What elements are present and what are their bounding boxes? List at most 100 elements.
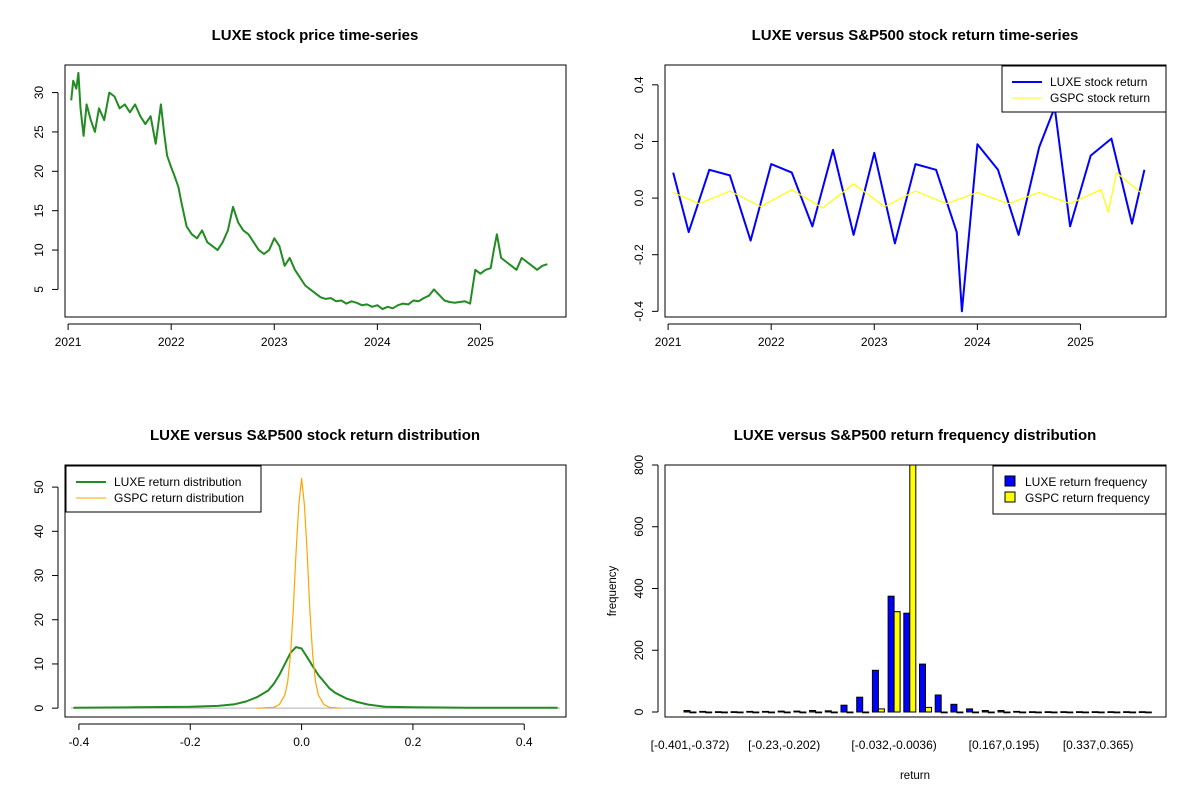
price-chart-y-tick-label: 10 [32,243,46,257]
gspc-frequency-bar [893,611,901,713]
return-frequency-legend-box [992,465,1167,515]
return-timeseries-x-tick-label: 2023 [861,335,888,349]
return-frequency-x-tick-label: [0.337,0.365) [1063,738,1134,752]
luxe-frequency-bar [824,710,832,713]
luxe-price-line [70,71,548,311]
return-frequency-legend-label: GSPC return frequency [1025,491,1150,505]
return-distribution-plot-frame [64,464,567,718]
luxe-frequency-bar [1028,711,1036,714]
gspc-frequency-bar [1097,711,1105,714]
gspc-frequency-bar [1034,711,1042,714]
gspc-frequency-bar [1113,711,1121,714]
return-frequency-legend-label: LUXE return frequency [1025,475,1147,489]
luxe-frequency-bar [887,595,895,713]
luxe-frequency-bar [981,710,989,713]
luxe-frequency-bar [1060,711,1068,714]
price-chart-x-tick-label: 2021 [55,335,82,349]
luxe-frequency-bar [871,669,879,713]
gspc-frequency-bar [783,711,791,714]
return-distribution-title: LUXE versus S&P500 stock return distribu… [150,427,480,444]
return-frequency-x-tick-label: [-0.032,-0.0036) [851,738,936,752]
return-frequency-xlabel: return [900,770,930,782]
luxe-frequency-bar [793,710,801,713]
price-chart-x-tick-label: 2024 [364,335,391,349]
luxe-frequency-bar [1123,711,1131,714]
gspc-frequency-bar [1144,711,1152,714]
return-distribution-x-tick-label: 0.0 [293,735,310,749]
return-frequency-ylabel: frequency [607,566,619,617]
return-frequency-y-tick-label: 400 [632,578,646,598]
luxe-frequency-bar [746,710,754,713]
return-timeseries-plot-frame [664,64,1167,318]
gspc-frequency-bar [830,711,838,714]
return-distribution-x-tick-label: 0.2 [405,735,422,749]
return-distribution-legend-label: GSPC return distribution [114,491,244,505]
gspc-frequency-bar [846,711,854,714]
luxe-frequency-bar [809,710,817,713]
luxe-frequency-bar [997,710,1005,713]
return-distribution-y-tick-label: 0 [32,705,46,712]
gspc-frequency-bar [752,711,760,714]
gspc-density-line [257,477,341,709]
price-chart-y-tick-label: 30 [32,86,46,100]
return-frequency-y-tick-label: 800 [632,455,646,475]
return-distribution-y-tick-label: 50 [32,480,46,494]
gspc-frequency-bar [909,464,917,713]
return-timeseries-legend-label: GSPC stock return [1050,91,1150,105]
luxe-frequency-bar [1076,711,1083,714]
return-frequency-panel: LUXE versus S&P500 return frequency dist… [607,427,1167,782]
return-timeseries-x-tick-label: 2025 [1067,335,1094,349]
luxe-density-line [73,646,558,709]
gspc-frequency-bar [768,711,775,714]
gspc-frequency-bar [799,711,807,714]
return-timeseries-legend-label: LUXE stock return [1050,75,1147,89]
gspc-frequency-bar [1050,711,1058,714]
gspc-frequency-bar [1129,711,1137,714]
gspc-frequency-bar [1082,711,1089,714]
return-timeseries-y-tick-label: -0.4 [632,301,646,322]
luxe-frequency-bar [762,710,769,713]
return-distribution-x-tick-label: 0.4 [516,735,533,749]
gspc-frequency-bar [940,711,948,714]
return-distribution-y-tick-label: 40 [32,524,46,538]
return-timeseries-y-tick-label: 0.4 [632,76,646,93]
return-frequency-title: LUXE versus S&P500 return frequency dist… [734,427,1097,444]
gspc-frequency-bar [956,711,964,714]
price-chart-panel: LUXE stock price time-series 2021 2022 202… [32,27,567,349]
return-distribution-y-tick-label: 10 [32,657,46,671]
return-distribution-y-tick-label: 30 [32,569,46,583]
gspc-frequency-bar [877,708,885,713]
return-distribution-panel: LUXE versus S&P500 stock return distribu… [32,427,567,749]
luxe-frequency-bar [714,711,722,714]
gspc-frequency-bar [925,706,932,713]
gspc-frequency-bar [1066,711,1074,714]
luxe-frequency-bar [934,694,942,713]
gspc-frequency-bar [1003,711,1011,714]
price-chart-x-tick-label: 2022 [158,335,185,349]
gspc-frequency-bar [972,711,980,714]
return-frequency-legend-swatch [1004,491,1016,503]
luxe-frequency-bar [856,696,864,713]
return-distribution-x-tick-label: -0.4 [69,735,90,749]
return-timeseries-title: LUXE versus S&P500 stock return time-ser… [752,27,1079,44]
return-distribution-legend-box [65,465,262,513]
return-frequency-x-tick-label: [-0.23,-0.202) [748,738,820,752]
return-frequency-y-tick-label: 200 [632,640,646,660]
luxe-frequency-bar [1107,711,1115,714]
gspc-frequency-bar [720,711,728,714]
gspc-frequency-bar [689,711,697,714]
luxe-frequency-bar [1091,711,1099,714]
price-chart-y-tick-label: 15 [32,204,46,218]
price-chart-x-tick-label: 2025 [467,335,494,349]
return-frequency-y-tick-label: 0 [632,708,646,715]
return-timeseries-legend-box [1001,65,1167,113]
luxe-frequency-bar [919,663,926,713]
price-chart-x-tick-label: 2023 [261,335,288,349]
luxe-frequency-bar [683,710,691,713]
gspc-frequency-bar [705,711,713,714]
return-distribution-y-tick-label: 20 [32,613,46,627]
price-chart-y-tick-label: 25 [32,125,46,139]
return-distribution-x-tick-label: -0.2 [180,735,201,749]
return-timeseries-y-tick-label: 0.2 [632,133,646,150]
luxe-frequency-bar [730,711,738,714]
